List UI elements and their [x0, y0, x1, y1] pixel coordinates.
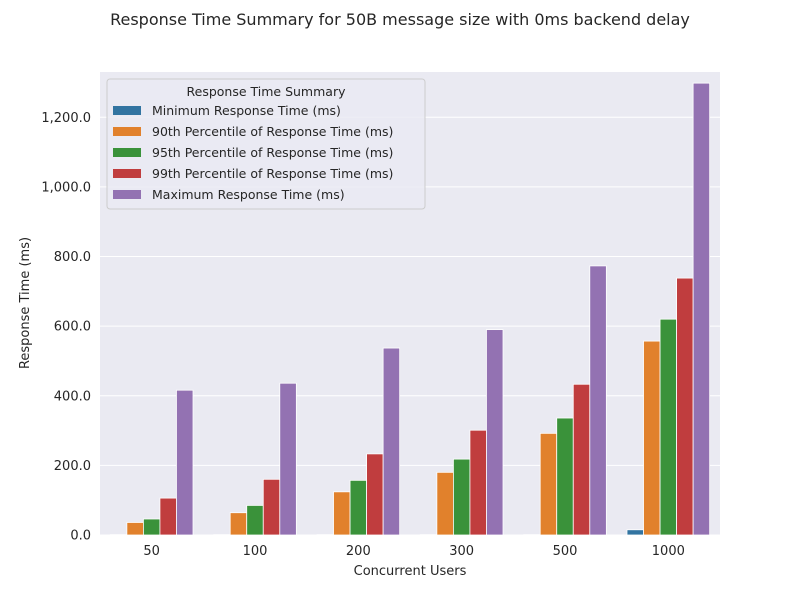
bars	[109, 82, 711, 536]
x-tick-label: 1000	[652, 544, 685, 559]
y-tick-label: 1,000.0	[41, 180, 91, 195]
x-tick-label: 100	[243, 544, 268, 559]
bar	[572, 383, 591, 536]
x-tick-label: 200	[346, 544, 371, 559]
bar	[643, 340, 661, 536]
legend-label: 95th Percentile of Response Time (ms)	[152, 145, 393, 160]
bar	[262, 478, 281, 536]
bar	[436, 471, 454, 536]
bar	[126, 522, 144, 536]
bar	[556, 417, 574, 536]
bar	[676, 277, 694, 536]
legend-label: Minimum Response Time (ms)	[152, 103, 341, 118]
legend-label: Maximum Response Time (ms)	[152, 187, 345, 202]
bar	[333, 491, 351, 536]
legend-box	[106, 78, 426, 210]
x-tick-label: 300	[449, 544, 474, 559]
legend-swatch	[113, 190, 141, 199]
chart-title: Response Time Summary for 50B message si…	[110, 10, 690, 29]
bar	[452, 458, 471, 536]
bar	[589, 265, 607, 536]
legend-swatch	[113, 148, 141, 157]
x-axis-label: Concurrent Users	[354, 564, 467, 579]
y-tick-label: 600.0	[54, 320, 91, 335]
y-tick-label: 400.0	[54, 389, 91, 404]
bar	[279, 382, 297, 536]
x-axis-ticks: 50 100 200 300 500 1000	[143, 544, 684, 559]
bar	[626, 529, 644, 536]
legend: Response Time Summary Minimum Response T…	[106, 78, 426, 210]
y-tick-label: 800.0	[54, 250, 91, 265]
legend-swatch	[113, 127, 141, 136]
x-tick-label: 500	[553, 544, 578, 559]
y-axis-label: Response Time (ms)	[18, 237, 33, 369]
bar	[176, 389, 194, 536]
y-axis-ticks: 0.0 200.0 400.0 600.0 800.0 1,000.0 1,200.0	[41, 111, 91, 544]
legend-swatch	[113, 106, 141, 115]
y-tick-label: 1,200.0	[41, 111, 91, 126]
bar	[486, 329, 504, 536]
bar	[142, 518, 161, 536]
bar	[692, 82, 711, 536]
legend-label: 99th Percentile of Response Time (ms)	[152, 166, 393, 181]
y-tick-label: 0.0	[70, 529, 91, 544]
bar	[469, 429, 487, 536]
legend-swatch	[113, 169, 141, 178]
bar	[366, 453, 384, 536]
x-tick-label: 50	[143, 544, 160, 559]
bar	[382, 347, 401, 536]
bar	[246, 505, 264, 536]
bar	[229, 512, 248, 536]
bar	[159, 497, 177, 536]
bar	[539, 432, 558, 536]
legend-label: 90th Percentile of Response Time (ms)	[152, 124, 393, 139]
bar	[659, 318, 677, 536]
bar	[349, 479, 368, 536]
legend-title: Response Time Summary	[187, 84, 347, 99]
y-tick-label: 200.0	[54, 459, 91, 474]
